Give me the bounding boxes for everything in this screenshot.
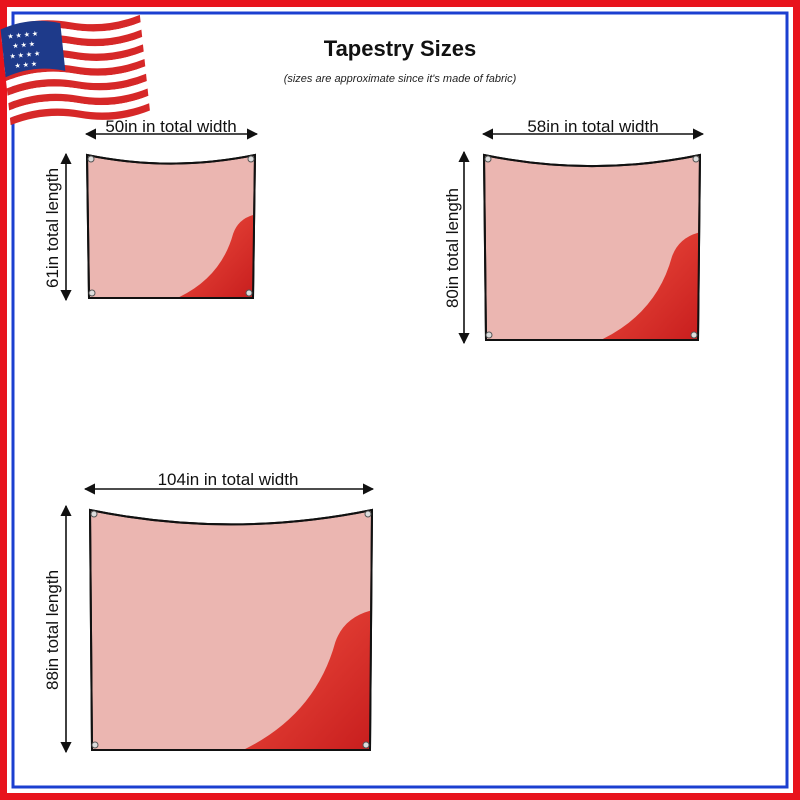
svg-text:★ ★ ★: ★ ★ ★ — [14, 60, 37, 70]
grommet — [362, 741, 370, 749]
width-label: 104in in total width — [158, 470, 299, 489]
tapestry — [85, 153, 257, 299]
grommet — [88, 289, 96, 297]
flag-stripe — [7, 81, 148, 104]
grommet — [245, 289, 253, 297]
tapestry-swoosh — [245, 610, 370, 749]
tapestry-swoosh — [602, 232, 698, 339]
title: Tapestry Sizes — [324, 36, 476, 61]
grommet — [90, 510, 98, 518]
svg-text:★ ★ ★: ★ ★ ★ — [12, 40, 35, 50]
grommet — [364, 510, 372, 518]
flag-stripe — [0, 14, 141, 37]
grommet — [692, 155, 700, 163]
flag-stripe — [9, 95, 150, 118]
grommet — [87, 155, 95, 163]
length-label: 80in total length — [443, 188, 462, 308]
blue-border — [11, 11, 789, 789]
grommet — [690, 331, 698, 339]
length-label: 88in total length — [43, 570, 62, 690]
flag-stripe — [6, 66, 147, 89]
us-flag: ★ ★ ★ ★★ ★ ★★ ★ ★ ★★ ★ ★ — [0, 14, 150, 126]
tapestry-outline — [482, 153, 702, 341]
grommet — [484, 155, 492, 163]
flag-stripe — [2, 29, 143, 52]
svg-text:★ ★ ★ ★: ★ ★ ★ ★ — [9, 50, 41, 61]
length-label: 61in total length — [43, 168, 62, 288]
flag-stripe — [2, 36, 143, 59]
grommet — [485, 331, 493, 339]
tapestry-swoosh — [179, 215, 253, 297]
flag-stripe — [6, 73, 147, 96]
flag-stripe — [3, 44, 144, 67]
flag-stripe — [8, 88, 149, 111]
flag-stripe — [9, 103, 150, 126]
width-label: 50in in total width — [105, 117, 236, 136]
flag-stripe — [5, 59, 146, 82]
width-label: 58in in total width — [527, 117, 658, 136]
tapestry-outline — [85, 153, 257, 299]
subtitle: (sizes are approximate since it's made o… — [284, 73, 517, 85]
tapestry — [88, 508, 374, 751]
grommet — [91, 741, 99, 749]
grommet — [247, 155, 255, 163]
tapestry-outline — [88, 508, 374, 751]
svg-text:★ ★ ★ ★: ★ ★ ★ ★ — [7, 30, 39, 41]
tapestry — [482, 153, 702, 341]
flag-stripe — [4, 51, 145, 74]
flag-stripe — [1, 22, 142, 45]
